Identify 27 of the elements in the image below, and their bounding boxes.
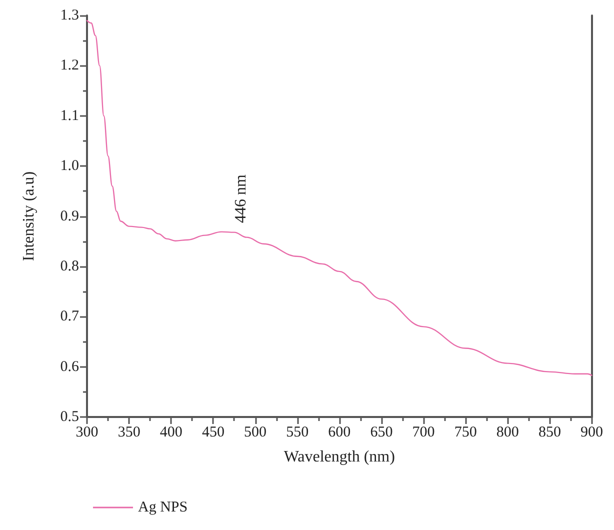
line-series xyxy=(86,20,592,376)
y-tick-label: 1.3 xyxy=(60,8,79,24)
annotation: 446 nm xyxy=(232,174,250,223)
x-tick-label: 850 xyxy=(538,424,561,440)
legend-label: Ag NPS xyxy=(138,500,188,516)
y-tick-label: 0.6 xyxy=(60,358,80,375)
y-tick-label: 0.7 xyxy=(60,308,80,325)
y-tick-label: 1.1 xyxy=(60,108,79,124)
x-tick-label: 550 xyxy=(286,424,309,440)
x-tick-label: 400 xyxy=(160,424,182,440)
x-tick-label: 650 xyxy=(370,424,393,440)
x-tick-label: 600 xyxy=(328,424,351,440)
x-tick-label: 700 xyxy=(412,424,435,440)
x-tick-label: 350 xyxy=(118,424,140,440)
x-tick-label: 750 xyxy=(454,424,477,440)
x-tick-label: 800 xyxy=(496,424,519,440)
y-tick-label: 1.2 xyxy=(60,58,79,74)
y-axis-title: Intensity (a.u) xyxy=(20,171,38,262)
x-tick-label: 450 xyxy=(202,424,224,440)
y-tick-label: 0.5 xyxy=(60,409,79,425)
x-axis-title: Wavelength (nm) xyxy=(284,448,395,466)
x-tick-label: 900 xyxy=(580,424,603,440)
x-tick-label: 500 xyxy=(244,424,266,440)
y-tick-label: 0.8 xyxy=(60,258,79,274)
y-tick-label: 0.9 xyxy=(60,208,79,224)
y-tick-label: 1.0 xyxy=(60,158,79,174)
x-tick-label: 300 xyxy=(76,424,98,440)
